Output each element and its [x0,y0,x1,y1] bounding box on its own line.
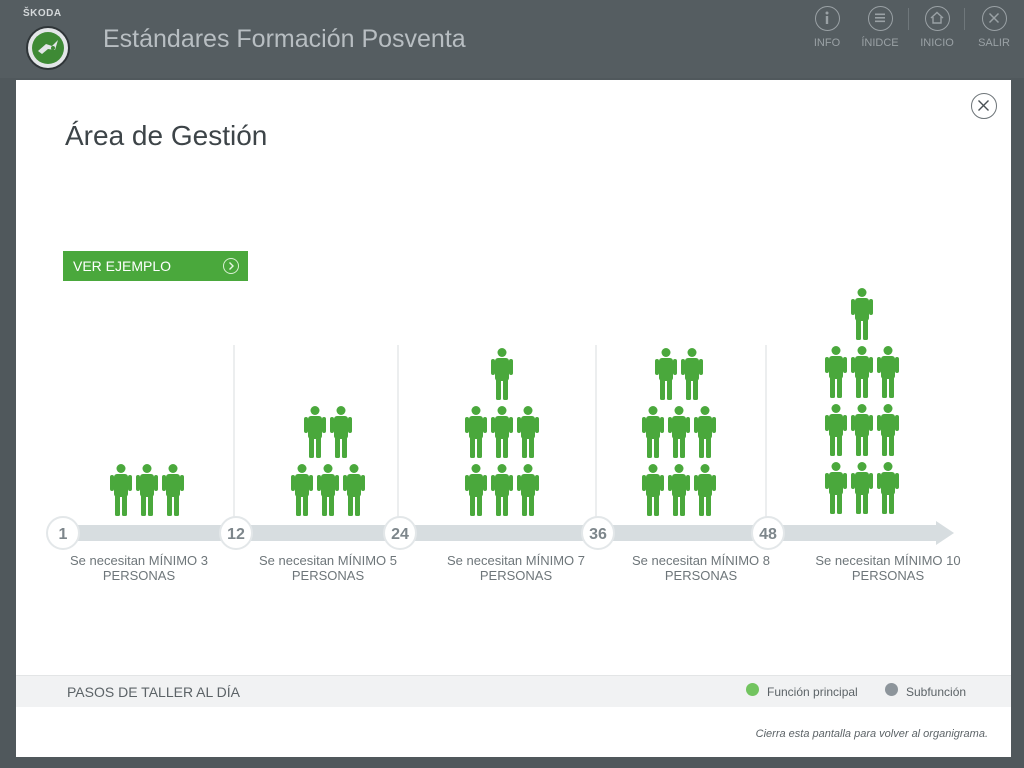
person-icon [694,464,716,516]
milestone-circle [581,516,615,550]
person-icon [517,406,539,458]
person-icon [851,462,873,514]
ver-ejemplo-label: VER EJEMPLO [73,258,172,274]
nav-home-label: INICIO [920,37,954,49]
person-icon [317,464,339,516]
app-title: Estándares Formación Posventa [103,25,466,53]
chevron-right-icon [223,258,239,274]
person-icon [642,406,664,458]
brand-name: ŠKODA [23,8,62,19]
person-icon [304,406,326,458]
legend-main-label: Función principal [767,685,858,699]
nav-divider [964,8,965,30]
person-icon [851,404,873,456]
footer-bar: PASOS DE TALLER AL DÍA Función principal… [16,675,1011,707]
person-icon [851,288,873,340]
people-chart: 1 12 24 36 48 [46,288,954,550]
milestone-circle [219,516,253,550]
footer-note: Cierra esta pantalla para volver al orga… [755,728,988,740]
person-icon [655,348,677,400]
group-caption: Se necesitan MÍNIMO 3 PERSONAS [70,553,208,583]
legend-dot-sub [885,683,898,696]
milestone-label: 36 [589,526,607,543]
person-icon [668,464,690,516]
person-icon [851,346,873,398]
milestone-circle [751,516,785,550]
person-icon [517,464,539,516]
skoda-logo [26,26,70,70]
nav-exit-button[interactable]: SALIR [969,6,1019,52]
footer-title: PASOS DE TALLER AL DÍA [67,684,240,700]
person-icon [491,464,513,516]
group-caption: Se necesitan MÍNIMO 5 PERSONAS [259,553,397,583]
modal-title: Área de Gestión [65,120,268,151]
person-icon [291,464,313,516]
person-icon [162,464,184,516]
top-bar: ŠKODA Estándares Formación Posventa INFO… [0,0,1024,78]
person-icon [825,462,847,514]
timeline-track [61,525,936,541]
group-caption: Se necesitan MÍNIMO 7 PERSONAS [447,553,585,583]
nav-exit-label: SALIR [978,37,1010,49]
nav-home-button[interactable]: INICIO [912,6,962,52]
nav-info-label: INFO [813,37,841,49]
group-caption: Se necesitan MÍNIMO 8 PERSONAS [632,553,770,583]
person-icon [877,346,899,398]
legend-sub-label: Subfunción [906,685,967,699]
index-icon [867,6,893,31]
person-icon [136,464,158,516]
person-icon [825,404,847,456]
close-button[interactable] [971,93,997,119]
person-icon [110,464,132,516]
milestone-label: 24 [391,526,409,543]
milestone-label: 12 [227,526,245,543]
person-icon [465,406,487,458]
milestone-label: 1 [59,526,68,543]
milestone-circle [46,516,80,550]
exit-icon [981,6,1007,31]
nav-info-button[interactable]: INFO [802,6,852,52]
person-icon [825,346,847,398]
milestone-label: 48 [759,526,777,543]
person-icon [877,462,899,514]
person-icon [491,406,513,458]
person-icon [642,464,664,516]
ver-ejemplo-button[interactable]: VER EJEMPLO [63,251,248,281]
nav-index-label: ÍNIDCE [861,37,899,49]
milestone-circle [383,516,417,550]
person-icon [343,464,365,516]
group-caption: Se necesitan MÍNIMO 10 PERSONAS [815,553,961,583]
nav-index-button[interactable]: ÍNIDCE [855,6,905,52]
person-icon [491,348,513,400]
modal-dialog: Área de Gestión VER EJEMPLO 1 12 24 36 48 Se… [16,80,1011,757]
person-icon [681,348,703,400]
close-icon [978,100,989,111]
person-icon [330,406,352,458]
person-icon [877,404,899,456]
person-icon [465,464,487,516]
timeline-arrowhead [936,521,954,545]
nav-divider [908,8,909,30]
person-icon [668,406,690,458]
info-icon [814,6,840,31]
person-icon [694,406,716,458]
legend-dot-main [746,683,759,696]
home-icon [924,6,950,31]
